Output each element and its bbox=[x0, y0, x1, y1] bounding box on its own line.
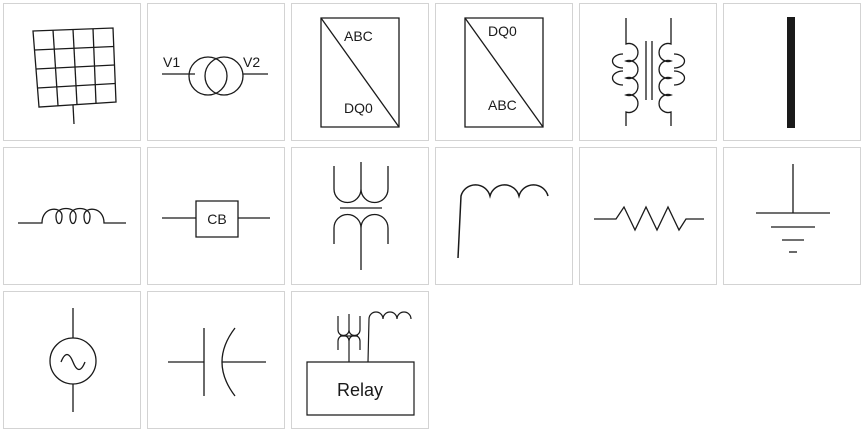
input-frame-label: DQ0 bbox=[488, 23, 517, 39]
relay-label: Relay bbox=[337, 380, 383, 400]
relay-icon: Relay bbox=[292, 292, 430, 430]
output-frame-label: DQ0 bbox=[344, 100, 373, 116]
tile-coil[interactable] bbox=[435, 147, 573, 285]
tile-voltage-transformer[interactable]: V1 V2 bbox=[147, 3, 285, 141]
core-transformer-icon bbox=[580, 4, 718, 142]
vertical-transformer-icon bbox=[292, 148, 430, 286]
ground-icon bbox=[724, 148, 862, 286]
tile-dq0-to-abc[interactable]: DQ0 ABC bbox=[435, 3, 573, 141]
ac-source-icon bbox=[4, 292, 142, 430]
input-frame-label: ABC bbox=[344, 28, 373, 44]
inductor-icon bbox=[4, 148, 142, 286]
tile-vertical-transformer[interactable] bbox=[291, 147, 429, 285]
capacitor-icon bbox=[148, 292, 286, 430]
tile-relay[interactable]: Relay bbox=[291, 291, 429, 429]
secondary-voltage-label: V2 bbox=[243, 54, 260, 70]
abc-to-dq0-converter-icon: ABC DQ0 bbox=[292, 4, 430, 142]
tile-ground[interactable] bbox=[723, 147, 861, 285]
tile-busbar[interactable] bbox=[723, 3, 861, 141]
tile-inductor[interactable] bbox=[3, 147, 141, 285]
resistor-icon bbox=[580, 148, 718, 286]
tile-solar-panel[interactable] bbox=[3, 3, 141, 141]
solar-panel-icon bbox=[4, 4, 142, 142]
output-frame-label: ABC bbox=[488, 97, 517, 113]
tile-abc-to-dq0[interactable]: ABC DQ0 bbox=[291, 3, 429, 141]
busbar-icon bbox=[787, 17, 795, 128]
primary-voltage-label: V1 bbox=[163, 54, 180, 70]
breaker-label: CB bbox=[207, 211, 226, 227]
tile-core-transformer[interactable] bbox=[579, 3, 717, 141]
voltage-transformer-icon: V1 V2 bbox=[148, 54, 286, 142]
dq0-to-abc-converter-icon: DQ0 ABC bbox=[436, 4, 574, 142]
tile-capacitor[interactable] bbox=[147, 291, 285, 429]
tile-circuit-breaker[interactable]: CB bbox=[147, 147, 285, 285]
coil-icon bbox=[436, 148, 574, 286]
tile-resistor[interactable] bbox=[579, 147, 717, 285]
circuit-breaker-icon: CB bbox=[148, 148, 286, 286]
tile-ac-source[interactable] bbox=[3, 291, 141, 429]
